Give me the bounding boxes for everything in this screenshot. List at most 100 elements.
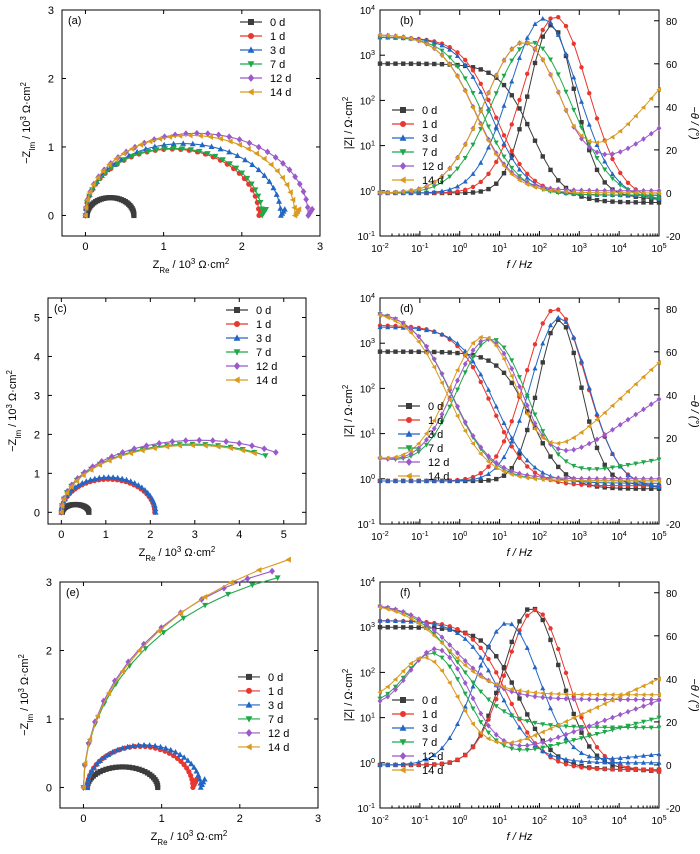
phase-point bbox=[416, 657, 422, 663]
impedance-point bbox=[555, 691, 561, 697]
data-point bbox=[63, 489, 70, 496]
phase-point bbox=[447, 404, 453, 410]
phase-point bbox=[454, 367, 460, 373]
data-point bbox=[100, 754, 107, 760]
data-point bbox=[109, 749, 116, 755]
impedance-point bbox=[563, 756, 569, 762]
impedance-point bbox=[509, 701, 514, 707]
impedance-point bbox=[609, 692, 615, 698]
phase-point bbox=[447, 680, 452, 686]
phase-point bbox=[617, 183, 623, 188]
phase-point bbox=[571, 41, 576, 46]
phase-point bbox=[392, 454, 398, 460]
x-tick-label: 3 bbox=[317, 241, 323, 253]
legend-label: 7 d bbox=[270, 59, 285, 71]
impedance-point bbox=[571, 478, 576, 484]
phase-point bbox=[648, 367, 654, 373]
data-point bbox=[178, 758, 184, 764]
x-axis-label: ZRe / 103 Ω·cm2 bbox=[139, 545, 216, 563]
impedance-point bbox=[454, 655, 460, 661]
data-point bbox=[266, 178, 273, 184]
series-line bbox=[84, 147, 267, 218]
data-point bbox=[204, 130, 211, 138]
phase-point bbox=[571, 74, 577, 80]
phase-point bbox=[563, 89, 569, 95]
phase-point bbox=[478, 710, 484, 717]
phase-point bbox=[556, 662, 561, 668]
impedance-point bbox=[393, 606, 398, 613]
impedance-point bbox=[478, 674, 483, 680]
phase-point bbox=[431, 418, 437, 424]
data-point bbox=[174, 755, 181, 761]
phase-point bbox=[532, 412, 538, 418]
phase-point bbox=[633, 461, 639, 467]
phase-point bbox=[617, 464, 623, 469]
phase-point bbox=[454, 166, 461, 172]
phase-point bbox=[547, 439, 553, 445]
data-point bbox=[141, 486, 148, 493]
phase-point bbox=[540, 16, 546, 21]
impedance-point bbox=[540, 690, 545, 696]
impedance-point bbox=[509, 686, 514, 692]
phase-point bbox=[447, 174, 453, 180]
phase-point bbox=[555, 32, 561, 37]
phase-point bbox=[470, 184, 476, 190]
phase-point bbox=[571, 711, 576, 717]
data-point bbox=[179, 146, 186, 152]
phase-point bbox=[540, 57, 545, 63]
data-point bbox=[189, 776, 195, 783]
legend-label: 1 d bbox=[422, 119, 437, 131]
phase-point bbox=[478, 179, 483, 185]
impedance-point bbox=[509, 148, 514, 154]
phase-point bbox=[563, 735, 569, 741]
phase-point bbox=[648, 195, 654, 201]
phase-point bbox=[509, 649, 514, 654]
phase-point bbox=[586, 122, 592, 127]
data-point bbox=[308, 207, 314, 215]
phase-point bbox=[501, 57, 506, 63]
impedance-point bbox=[494, 654, 499, 659]
data-point bbox=[82, 204, 89, 211]
y2-axis-label: −θ / (°) bbox=[688, 678, 700, 712]
phase-point bbox=[578, 99, 585, 104]
phase-point bbox=[454, 694, 460, 700]
phase-point bbox=[563, 447, 569, 454]
phase-point bbox=[532, 420, 538, 427]
phase-point bbox=[516, 392, 522, 398]
impedance-point bbox=[431, 633, 437, 639]
phase-point bbox=[462, 703, 468, 709]
impedance-point bbox=[470, 68, 476, 73]
impedance-point bbox=[501, 685, 507, 692]
phase-point bbox=[555, 89, 561, 95]
impedance-point bbox=[602, 725, 608, 731]
phase-point bbox=[478, 720, 484, 725]
impedance-point bbox=[516, 716, 523, 722]
legend-label: 14 d bbox=[256, 375, 277, 387]
phase-point bbox=[540, 739, 546, 746]
phase-point bbox=[656, 769, 662, 774]
phase-point bbox=[408, 660, 413, 666]
impedance-point bbox=[493, 150, 499, 156]
phase-point bbox=[555, 440, 561, 446]
legend-label: 0 d bbox=[256, 305, 271, 317]
data-point bbox=[163, 443, 170, 450]
data-point bbox=[287, 189, 293, 196]
impedance-point bbox=[470, 680, 476, 686]
impedance-point bbox=[517, 696, 522, 701]
impedance-point bbox=[586, 692, 592, 698]
data-point bbox=[249, 582, 256, 589]
impedance-point bbox=[462, 636, 468, 641]
impedance-point bbox=[470, 637, 476, 642]
phase-point bbox=[493, 628, 499, 634]
phase-point bbox=[439, 402, 444, 408]
phase-point bbox=[594, 445, 600, 451]
phase-point bbox=[633, 721, 639, 727]
phase-point bbox=[579, 726, 584, 732]
x-tick-label: 102 bbox=[532, 241, 547, 256]
data-point bbox=[97, 757, 104, 763]
data-point bbox=[189, 140, 196, 147]
impedance-point bbox=[424, 343, 429, 350]
impedance-point bbox=[501, 154, 507, 160]
impedance-point bbox=[548, 747, 553, 753]
impedance-point bbox=[517, 455, 522, 461]
